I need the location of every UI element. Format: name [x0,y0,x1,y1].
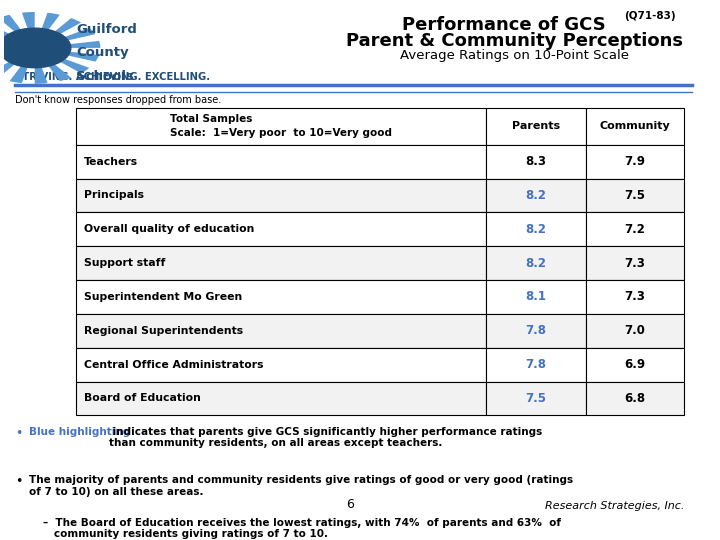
Wedge shape [0,34,35,48]
Text: Don't know responses dropped from base.: Don't know responses dropped from base. [15,95,222,105]
Text: 8.2: 8.2 [526,256,546,269]
Text: Community: Community [600,122,670,131]
FancyBboxPatch shape [76,314,486,348]
Text: 7.8: 7.8 [526,358,546,371]
Circle shape [0,28,71,68]
Text: Overall quality of education: Overall quality of education [84,224,254,234]
Text: Teachers: Teachers [84,157,138,167]
Text: County: County [76,46,129,59]
FancyBboxPatch shape [76,108,486,145]
FancyBboxPatch shape [76,246,486,280]
Text: –  The Board of Education receives the lowest ratings, with 74%  of parents and : – The Board of Education receives the lo… [43,518,562,539]
Wedge shape [35,28,95,48]
Wedge shape [35,48,99,62]
Text: •: • [15,427,23,440]
Wedge shape [0,48,35,55]
Text: Total Samples
Scale:  1=Very poor  to 10=Very good: Total Samples Scale: 1=Very poor to 10=V… [170,114,392,138]
Text: 6: 6 [346,498,354,511]
Text: •: • [15,475,23,488]
Wedge shape [35,48,71,81]
FancyBboxPatch shape [486,108,586,145]
Text: 7.9: 7.9 [624,155,646,168]
Text: Schools: Schools [76,70,134,83]
Wedge shape [0,15,35,48]
Text: 7.3: 7.3 [624,291,645,303]
Wedge shape [0,23,35,48]
FancyBboxPatch shape [486,212,586,246]
Text: Regional Superintendents: Regional Superintendents [84,326,243,336]
FancyBboxPatch shape [586,280,684,314]
FancyBboxPatch shape [586,246,684,280]
FancyBboxPatch shape [76,145,486,179]
Text: Parent & Community Perceptions: Parent & Community Perceptions [346,32,683,50]
FancyBboxPatch shape [586,348,684,382]
FancyBboxPatch shape [76,212,486,246]
FancyBboxPatch shape [76,348,486,382]
FancyBboxPatch shape [586,212,684,246]
Wedge shape [22,12,35,48]
FancyBboxPatch shape [486,179,586,212]
Wedge shape [0,48,35,68]
FancyBboxPatch shape [486,246,586,280]
Text: 7.8: 7.8 [526,324,546,338]
Text: Guilford: Guilford [76,23,137,36]
FancyBboxPatch shape [586,314,684,348]
Text: 7.0: 7.0 [624,324,645,338]
Text: 8.1: 8.1 [526,291,546,303]
Text: Performance of GCS: Performance of GCS [402,16,606,33]
Text: indicates that parents give GCS significantly higher performance ratings
than co: indicates that parents give GCS signific… [109,427,542,448]
Text: The majority of parents and community residents give ratings of good or very goo: The majority of parents and community re… [30,475,574,497]
Text: 6.8: 6.8 [624,392,646,405]
FancyBboxPatch shape [76,382,486,415]
FancyBboxPatch shape [586,179,684,212]
FancyBboxPatch shape [486,145,586,179]
Text: Superintendent Mo Green: Superintendent Mo Green [84,292,242,302]
FancyBboxPatch shape [76,280,486,314]
FancyBboxPatch shape [486,314,586,348]
Wedge shape [9,48,35,83]
Text: STRIVING. ACHIEVING. EXCELLING.: STRIVING. ACHIEVING. EXCELLING. [15,71,210,82]
Text: Research Strategies, Inc.: Research Strategies, Inc. [544,501,684,511]
FancyBboxPatch shape [76,179,486,212]
Text: Average Ratings on 10-Point Scale: Average Ratings on 10-Point Scale [400,49,629,62]
Text: (Q71-83): (Q71-83) [624,11,676,22]
Wedge shape [0,48,35,78]
Text: Board of Education: Board of Education [84,394,201,403]
Text: 7.5: 7.5 [624,189,646,202]
Text: 8.2: 8.2 [526,223,546,236]
Text: Central Office Administrators: Central Office Administrators [84,360,264,369]
Text: 8.3: 8.3 [526,155,546,168]
FancyBboxPatch shape [586,145,684,179]
Wedge shape [35,41,100,48]
Wedge shape [35,13,60,48]
Text: 7.5: 7.5 [526,392,546,405]
Text: Parents: Parents [512,122,560,131]
FancyBboxPatch shape [486,382,586,415]
Text: 8.2: 8.2 [526,189,546,202]
Text: 7.2: 7.2 [624,223,645,236]
Text: Principals: Principals [84,191,144,200]
FancyBboxPatch shape [586,108,684,145]
Text: Support staff: Support staff [84,258,166,268]
Text: 7.3: 7.3 [624,256,645,269]
Text: Blue highlighting: Blue highlighting [30,427,130,437]
Wedge shape [35,48,48,84]
FancyBboxPatch shape [586,382,684,415]
Text: 6.9: 6.9 [624,358,646,371]
Wedge shape [35,18,81,48]
FancyBboxPatch shape [486,348,586,382]
FancyBboxPatch shape [486,280,586,314]
Wedge shape [35,48,89,73]
